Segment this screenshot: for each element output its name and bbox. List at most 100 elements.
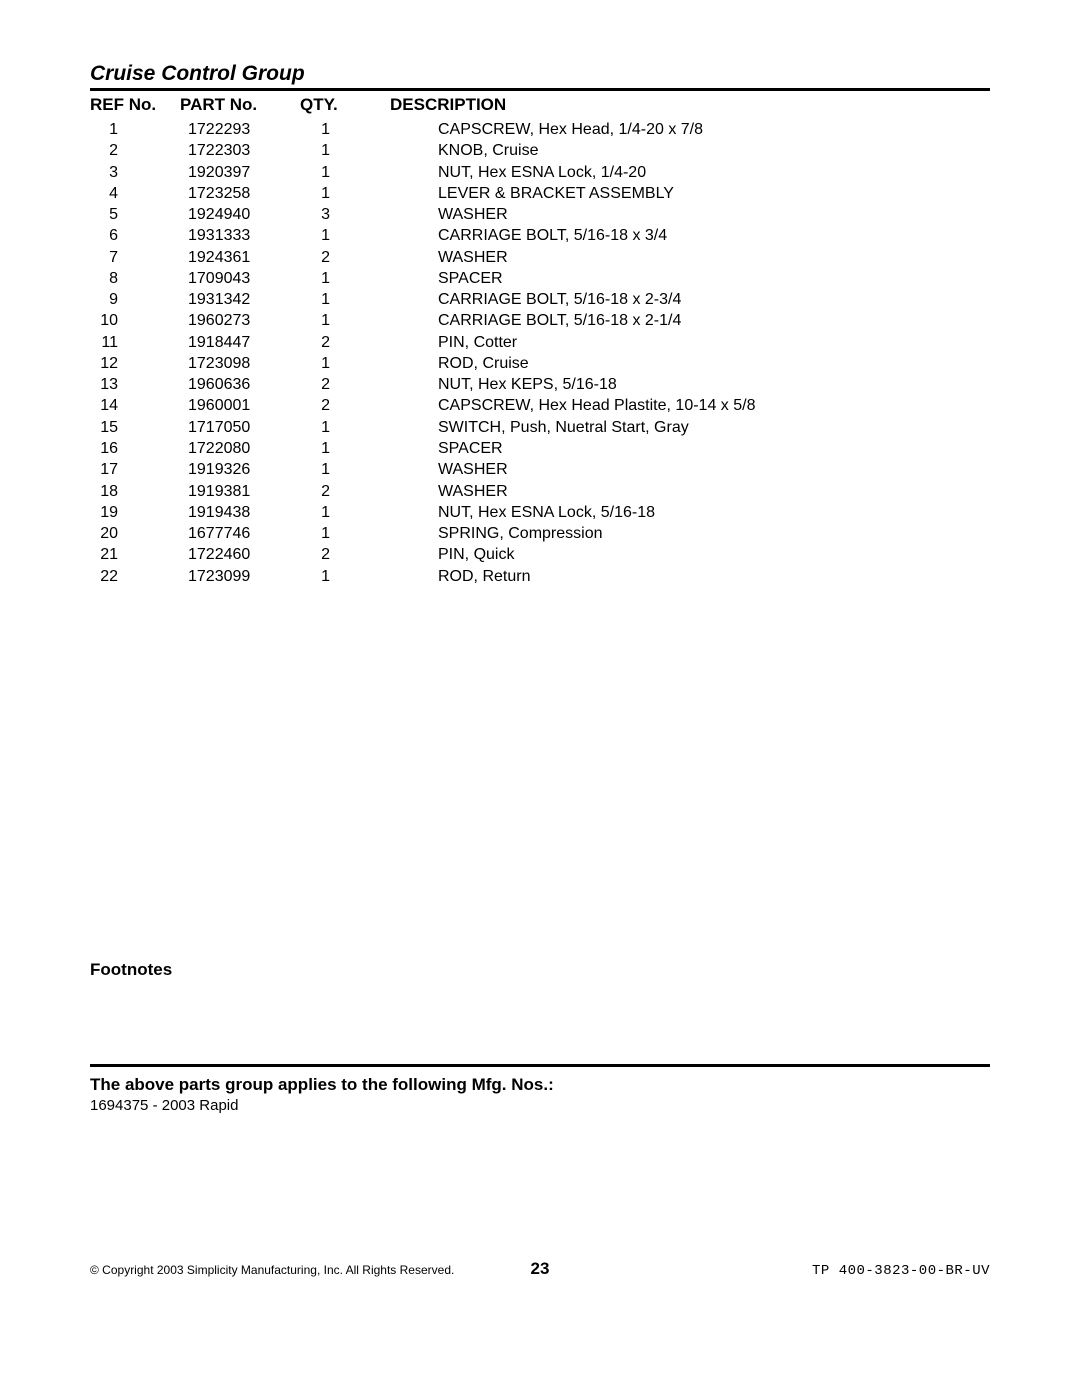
table-row: 1019602731CARRIAGE BOLT, 5/16-18 x 2-1/4 xyxy=(90,310,990,331)
title-rule xyxy=(90,88,990,91)
group-title: Cruise Control Group xyxy=(90,62,990,88)
table-row: 1617220801SPACER xyxy=(90,438,990,459)
cell-qty: 1 xyxy=(300,310,390,331)
cell-qty: 2 xyxy=(300,395,390,416)
cell-ref: 8 xyxy=(90,268,180,289)
cell-qty: 1 xyxy=(300,566,390,587)
cell-qty: 2 xyxy=(300,544,390,565)
footer-copyright: © Copyright 2003 Simplicity Manufacturin… xyxy=(90,1263,531,1277)
page: Cruise Control Group REF No. PART No. QT… xyxy=(0,0,1080,1397)
table-row: 1119184472PIN, Cotter xyxy=(90,332,990,353)
table-row: 1819193812WASHER xyxy=(90,481,990,502)
table-header: REF No. PART No. QTY. DESCRIPTION xyxy=(90,93,990,119)
cell-ref: 9 xyxy=(90,289,180,310)
cell-part: 1919326 xyxy=(180,459,300,480)
table-row: 1319606362NUT, Hex KEPS, 5/16-18 xyxy=(90,374,990,395)
cell-desc: ROD, Cruise xyxy=(390,353,990,374)
cell-ref: 18 xyxy=(90,481,180,502)
table-body: 117222931CAPSCREW, Hex Head, 1/4-20 x 7/… xyxy=(90,119,990,587)
cell-qty: 3 xyxy=(300,204,390,225)
cell-ref: 20 xyxy=(90,523,180,544)
mfg-rule xyxy=(90,1064,990,1067)
mfg-line: 1694375 - 2003 Rapid xyxy=(90,1097,238,1114)
table-row: 417232581LEVER & BRACKET ASSEMBLY xyxy=(90,183,990,204)
cell-ref: 5 xyxy=(90,204,180,225)
cell-ref: 21 xyxy=(90,544,180,565)
cell-qty: 1 xyxy=(300,183,390,204)
cell-ref: 1 xyxy=(90,119,180,140)
cell-desc: PIN, Cotter xyxy=(390,332,990,353)
cell-desc: CARRIAGE BOLT, 5/16-18 x 2-3/4 xyxy=(390,289,990,310)
cell-ref: 17 xyxy=(90,459,180,480)
cell-desc: PIN, Quick xyxy=(390,544,990,565)
cell-qty: 2 xyxy=(300,332,390,353)
table-row: 2016777461SPRING, Compression xyxy=(90,523,990,544)
cell-part: 1722293 xyxy=(180,119,300,140)
cell-desc: SPRING, Compression xyxy=(390,523,990,544)
cell-part: 1960001 xyxy=(180,395,300,416)
cell-desc: CARRIAGE BOLT, 5/16-18 x 3/4 xyxy=(390,225,990,246)
cell-part: 1709043 xyxy=(180,268,300,289)
cell-desc: WASHER xyxy=(390,481,990,502)
header-ref: REF No. xyxy=(90,95,180,115)
cell-part: 1677746 xyxy=(180,523,300,544)
cell-desc: WASHER xyxy=(390,247,990,268)
cell-part: 1722080 xyxy=(180,438,300,459)
cell-ref: 19 xyxy=(90,502,180,523)
cell-ref: 6 xyxy=(90,225,180,246)
cell-part: 1722303 xyxy=(180,140,300,161)
cell-part: 1723098 xyxy=(180,353,300,374)
cell-part: 1919381 xyxy=(180,481,300,502)
cell-part: 1723258 xyxy=(180,183,300,204)
cell-part: 1722460 xyxy=(180,544,300,565)
header-qty: QTY. xyxy=(300,95,390,115)
table-row: 117222931CAPSCREW, Hex Head, 1/4-20 x 7/… xyxy=(90,119,990,140)
cell-ref: 4 xyxy=(90,183,180,204)
page-footer: © Copyright 2003 Simplicity Manufacturin… xyxy=(90,1259,990,1279)
table-row: 1919194381NUT, Hex ESNA Lock, 5/16-18 xyxy=(90,502,990,523)
cell-qty: 1 xyxy=(300,140,390,161)
cell-part: 1960636 xyxy=(180,374,300,395)
table-row: 217223031KNOB, Cruise xyxy=(90,140,990,161)
cell-ref: 10 xyxy=(90,310,180,331)
table-row: 2117224602PIN, Quick xyxy=(90,544,990,565)
cell-qty: 1 xyxy=(300,119,390,140)
cell-part: 1723099 xyxy=(180,566,300,587)
header-part: PART No. xyxy=(180,95,300,115)
cell-qty: 2 xyxy=(300,481,390,502)
cell-desc: ROD, Return xyxy=(390,566,990,587)
cell-desc: NUT, Hex KEPS, 5/16-18 xyxy=(390,374,990,395)
cell-desc: CARRIAGE BOLT, 5/16-18 x 2-1/4 xyxy=(390,310,990,331)
table-row: 2217230991ROD, Return xyxy=(90,566,990,587)
cell-ref: 14 xyxy=(90,395,180,416)
cell-qty: 1 xyxy=(300,417,390,438)
cell-desc: SPACER xyxy=(390,438,990,459)
cell-ref: 3 xyxy=(90,162,180,183)
table-row: 1517170501SWITCH, Push, Nuetral Start, G… xyxy=(90,417,990,438)
cell-qty: 1 xyxy=(300,268,390,289)
footer-docid: TP 400-3823-00-BR-UV xyxy=(549,1263,990,1279)
cell-desc: WASHER xyxy=(390,459,990,480)
mfg-label: The above parts group applies to the fol… xyxy=(90,1075,554,1095)
cell-ref: 7 xyxy=(90,247,180,268)
table-row: 319203971NUT, Hex ESNA Lock, 1/4-20 xyxy=(90,162,990,183)
table-row: 1217230981ROD, Cruise xyxy=(90,353,990,374)
cell-part: 1931342 xyxy=(180,289,300,310)
cell-qty: 1 xyxy=(300,502,390,523)
cell-qty: 1 xyxy=(300,459,390,480)
cell-desc: NUT, Hex ESNA Lock, 1/4-20 xyxy=(390,162,990,183)
cell-qty: 2 xyxy=(300,247,390,268)
cell-desc: SWITCH, Push, Nuetral Start, Gray xyxy=(390,417,990,438)
cell-qty: 2 xyxy=(300,374,390,395)
cell-qty: 1 xyxy=(300,353,390,374)
cell-part: 1918447 xyxy=(180,332,300,353)
cell-desc: KNOB, Cruise xyxy=(390,140,990,161)
table-row: 919313421CARRIAGE BOLT, 5/16-18 x 2-3/4 xyxy=(90,289,990,310)
table-row: 1719193261WASHER xyxy=(90,459,990,480)
cell-qty: 1 xyxy=(300,289,390,310)
footnotes-label: Footnotes xyxy=(90,960,172,980)
cell-ref: 12 xyxy=(90,353,180,374)
table-row: 719243612WASHER xyxy=(90,247,990,268)
cell-part: 1960273 xyxy=(180,310,300,331)
cell-desc: SPACER xyxy=(390,268,990,289)
